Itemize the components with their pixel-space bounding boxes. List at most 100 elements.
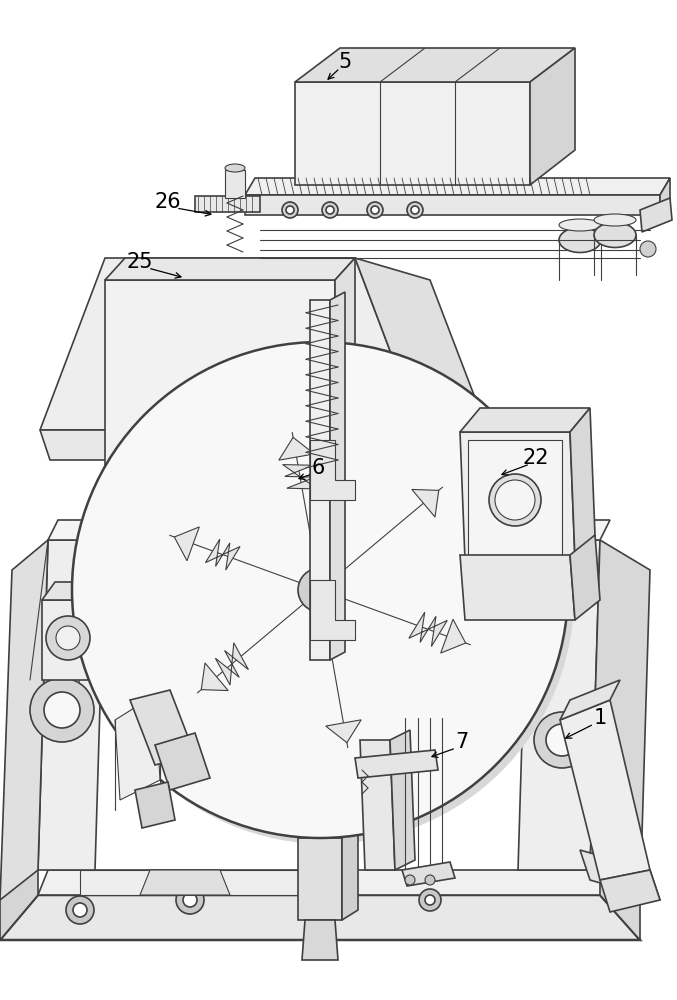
Ellipse shape (559, 228, 601, 252)
Polygon shape (175, 527, 199, 561)
Polygon shape (330, 292, 345, 660)
Text: 5: 5 (338, 52, 351, 72)
Polygon shape (225, 170, 245, 198)
Circle shape (425, 875, 435, 885)
Polygon shape (0, 895, 640, 940)
Polygon shape (0, 540, 48, 900)
Circle shape (282, 202, 298, 218)
Circle shape (56, 626, 80, 650)
Circle shape (66, 896, 94, 924)
Polygon shape (105, 280, 335, 590)
Ellipse shape (594, 214, 636, 226)
Ellipse shape (594, 223, 636, 247)
Circle shape (46, 616, 90, 660)
Circle shape (546, 724, 578, 756)
Polygon shape (360, 740, 395, 870)
Polygon shape (560, 680, 620, 720)
Polygon shape (412, 489, 439, 517)
Circle shape (44, 692, 80, 728)
Polygon shape (298, 838, 342, 920)
Polygon shape (310, 580, 355, 640)
Text: 26: 26 (154, 192, 181, 212)
Circle shape (367, 202, 383, 218)
Polygon shape (295, 82, 530, 185)
Polygon shape (600, 855, 640, 940)
Circle shape (176, 886, 204, 914)
Circle shape (310, 580, 330, 600)
Polygon shape (409, 612, 447, 647)
Polygon shape (460, 408, 590, 432)
Text: 6: 6 (311, 458, 325, 478)
Polygon shape (342, 828, 358, 920)
Polygon shape (560, 700, 650, 880)
Polygon shape (302, 920, 338, 960)
Polygon shape (460, 555, 575, 620)
Circle shape (322, 202, 338, 218)
Polygon shape (460, 432, 575, 560)
Polygon shape (335, 258, 355, 590)
Polygon shape (600, 870, 660, 912)
Ellipse shape (78, 348, 574, 844)
Circle shape (30, 678, 94, 742)
Polygon shape (195, 196, 260, 212)
Circle shape (640, 241, 656, 257)
Polygon shape (530, 48, 575, 185)
Polygon shape (660, 178, 670, 215)
Polygon shape (326, 720, 361, 743)
Text: 7: 7 (456, 732, 468, 752)
Polygon shape (518, 540, 600, 870)
Polygon shape (283, 465, 318, 489)
Polygon shape (468, 440, 562, 555)
Polygon shape (570, 535, 600, 620)
Polygon shape (95, 582, 108, 680)
Circle shape (419, 889, 441, 911)
Polygon shape (38, 540, 105, 870)
Text: 1: 1 (593, 708, 607, 728)
Circle shape (183, 893, 197, 907)
Polygon shape (42, 582, 108, 600)
Circle shape (72, 342, 568, 838)
Polygon shape (40, 430, 430, 460)
Text: 22: 22 (523, 448, 549, 468)
Circle shape (534, 712, 590, 768)
Polygon shape (310, 440, 355, 500)
Polygon shape (245, 195, 660, 215)
Ellipse shape (559, 219, 601, 231)
Circle shape (425, 895, 435, 905)
Polygon shape (402, 862, 455, 886)
Polygon shape (355, 258, 495, 450)
Polygon shape (0, 855, 38, 940)
Polygon shape (215, 643, 248, 685)
Polygon shape (580, 850, 660, 900)
Polygon shape (390, 730, 415, 870)
Polygon shape (40, 258, 420, 430)
Polygon shape (135, 782, 175, 828)
Polygon shape (279, 437, 314, 460)
Polygon shape (528, 520, 610, 540)
Polygon shape (48, 520, 115, 540)
Ellipse shape (225, 164, 245, 172)
Circle shape (286, 206, 294, 214)
Polygon shape (640, 198, 672, 232)
Text: 25: 25 (127, 252, 153, 272)
Circle shape (73, 903, 87, 917)
Polygon shape (355, 750, 438, 778)
Circle shape (298, 568, 342, 612)
Ellipse shape (489, 474, 541, 526)
Circle shape (411, 206, 419, 214)
Polygon shape (38, 870, 610, 895)
Polygon shape (201, 663, 228, 691)
Circle shape (371, 206, 379, 214)
Circle shape (407, 202, 423, 218)
Polygon shape (205, 539, 240, 570)
Polygon shape (441, 619, 466, 653)
Polygon shape (295, 48, 575, 82)
Polygon shape (590, 540, 650, 900)
Polygon shape (140, 870, 230, 895)
Polygon shape (570, 408, 595, 560)
Polygon shape (105, 258, 355, 280)
Polygon shape (80, 870, 300, 895)
Polygon shape (245, 178, 670, 195)
Circle shape (326, 206, 334, 214)
Polygon shape (310, 300, 330, 660)
